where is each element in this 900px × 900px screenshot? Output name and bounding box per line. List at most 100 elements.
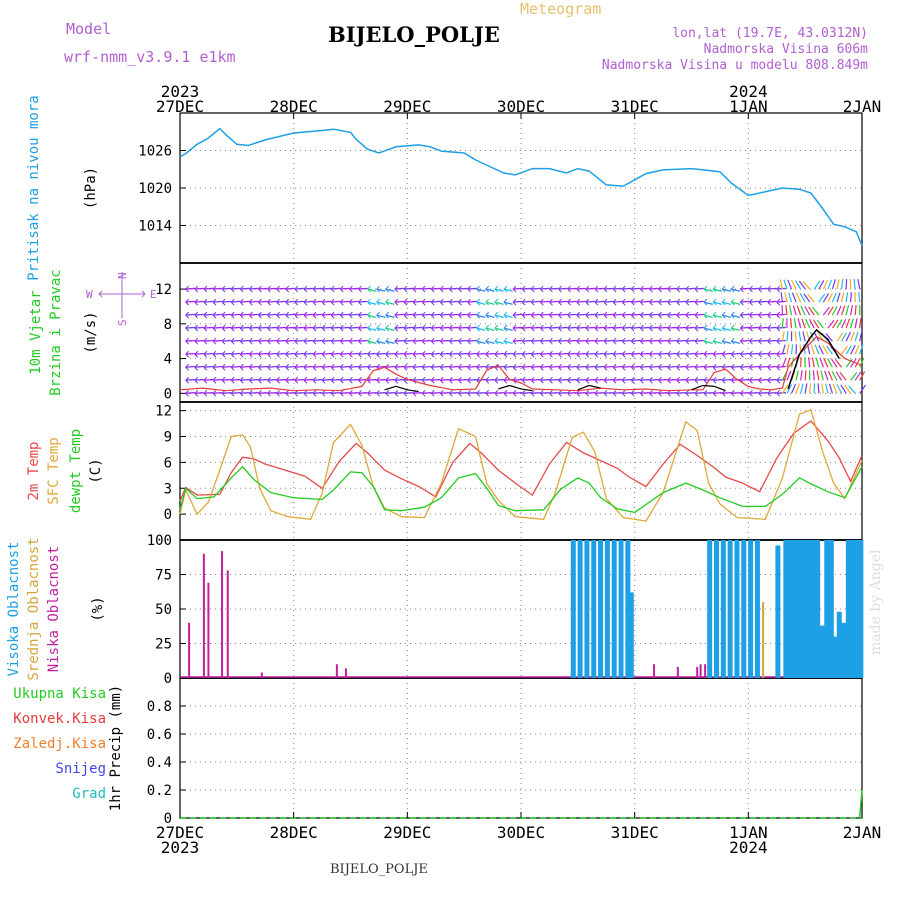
wind-barb bbox=[840, 279, 844, 290]
wind-barb bbox=[194, 365, 204, 368]
wind-barb bbox=[685, 378, 695, 381]
wind-barb bbox=[603, 378, 613, 381]
wind-barb-tip bbox=[294, 363, 299, 371]
wind-barb-tip bbox=[758, 363, 762, 371]
wind-barb bbox=[431, 378, 441, 381]
wind-barb bbox=[740, 326, 750, 329]
wind-barb-tip bbox=[621, 298, 626, 306]
y-tick-label: 4 bbox=[164, 352, 172, 368]
wind-barb-tip bbox=[639, 389, 644, 397]
wind-barb bbox=[658, 313, 668, 316]
wind-barb-tip bbox=[194, 285, 199, 293]
wind-barb bbox=[703, 301, 713, 305]
wind-barb bbox=[859, 371, 866, 381]
bottom-date-label: 1JAN bbox=[729, 823, 768, 842]
wind-barb-tip bbox=[294, 337, 299, 345]
wind-barb bbox=[649, 352, 659, 355]
wind-barb-tip bbox=[485, 389, 490, 397]
wind-barb-tip bbox=[330, 363, 335, 371]
wind-barb bbox=[440, 339, 450, 342]
wind-barb bbox=[222, 391, 232, 394]
wind-barb bbox=[594, 300, 604, 303]
wind-barb bbox=[790, 383, 797, 394]
wind-barb bbox=[808, 306, 815, 316]
wind-barb bbox=[640, 391, 650, 394]
wind-barb bbox=[231, 391, 241, 394]
wind-barb bbox=[749, 339, 759, 342]
wind-barb-tip bbox=[221, 363, 226, 371]
wind-barb bbox=[667, 300, 677, 303]
wind-barb bbox=[412, 378, 423, 381]
top-date-label: 29DEC bbox=[383, 97, 431, 116]
wind-barb-tip bbox=[630, 298, 635, 306]
wind-barb bbox=[349, 378, 359, 381]
wind-barb-tip bbox=[449, 298, 453, 306]
wind-barb-tip bbox=[321, 285, 326, 293]
wind-barb bbox=[758, 313, 768, 316]
wind-barb-tip bbox=[694, 311, 699, 319]
wind-barb bbox=[312, 391, 323, 394]
wind-barb bbox=[376, 391, 386, 394]
wind-barb-tip bbox=[458, 324, 462, 332]
wind-barb bbox=[467, 313, 477, 316]
wind-barb-tip bbox=[239, 337, 244, 345]
wind-barb bbox=[822, 345, 829, 355]
wind-barb bbox=[836, 305, 842, 316]
wind-barb bbox=[854, 344, 860, 355]
wind-barb bbox=[845, 305, 850, 316]
wind-barb bbox=[845, 331, 851, 342]
wind-barb-tip bbox=[312, 350, 317, 358]
wind-barb-tip bbox=[294, 350, 299, 358]
wind-barb bbox=[667, 352, 677, 355]
wind-barb bbox=[804, 370, 807, 381]
wind-barb bbox=[322, 365, 332, 368]
wind-barb bbox=[412, 287, 423, 290]
wind-barb-tip bbox=[703, 389, 708, 397]
wind-barb bbox=[385, 378, 395, 381]
wind-barb bbox=[285, 300, 295, 303]
wind-barb-tip bbox=[194, 337, 199, 345]
wind-barb bbox=[854, 331, 859, 342]
wind-barb-tip bbox=[576, 350, 581, 358]
wind-barb bbox=[549, 287, 559, 290]
wind-barb bbox=[440, 378, 450, 381]
wind-barb bbox=[640, 378, 650, 381]
wind-barb-tip bbox=[376, 324, 380, 332]
wind-barb-tip bbox=[485, 337, 490, 345]
wind-barb bbox=[276, 365, 286, 368]
wind-barb-tip bbox=[558, 324, 562, 332]
wind-barb bbox=[522, 339, 532, 342]
wind-barb-tip bbox=[367, 298, 371, 306]
wind-barb-tip bbox=[767, 337, 772, 345]
wind-barb-tip bbox=[376, 376, 380, 384]
wind-barb bbox=[776, 313, 786, 316]
wind-barb-tip bbox=[758, 311, 762, 319]
wind-barb-tip bbox=[403, 389, 408, 397]
wind-barb bbox=[231, 339, 241, 342]
wind-barb-tip bbox=[712, 324, 717, 332]
wind-barb-tip bbox=[248, 337, 253, 345]
bottom-date-label: 28DEC bbox=[270, 823, 318, 842]
wind-barb bbox=[267, 378, 277, 381]
wind-barb-tip bbox=[230, 389, 235, 397]
footer-station: BIJELO_POLJE bbox=[330, 862, 428, 877]
wind-barb bbox=[776, 391, 786, 394]
wind-barb bbox=[585, 326, 595, 329]
wind-barb bbox=[712, 327, 722, 332]
wind-barb-tip bbox=[439, 337, 444, 345]
side-label: dewpt Temp bbox=[68, 429, 84, 513]
wind-barb-tip bbox=[503, 298, 508, 306]
wind-barb-tip bbox=[349, 298, 353, 306]
wind-barb-tip bbox=[749, 350, 753, 358]
wind-barb bbox=[358, 378, 368, 381]
wind-barb bbox=[367, 365, 377, 368]
wind-barb-tip bbox=[703, 350, 708, 358]
wind-barb bbox=[212, 352, 222, 355]
wind-barb bbox=[212, 339, 222, 342]
wind-barb bbox=[231, 365, 241, 368]
wind-barb-tip bbox=[703, 285, 708, 293]
wind-barb-tip bbox=[730, 363, 735, 371]
wind-barb bbox=[249, 352, 259, 355]
wind-barb-tip bbox=[503, 337, 508, 345]
